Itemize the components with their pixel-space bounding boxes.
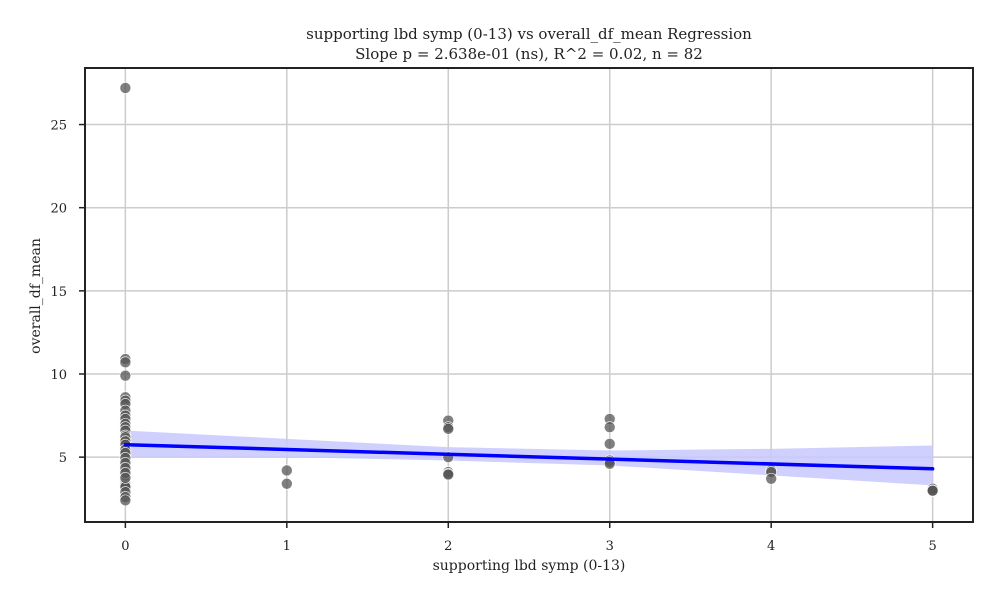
data-point (442, 423, 455, 435)
regression-line-layer (123, 442, 935, 471)
y-tick-label: 5 (59, 451, 67, 466)
chart-title: supporting lbd symp (0-13) vs overall_df… (306, 25, 752, 43)
data-point (119, 369, 132, 382)
x-tick-label: 0 (121, 539, 129, 554)
y-tick-label: 20 (50, 202, 67, 217)
data-point (603, 438, 616, 450)
data-point (281, 464, 293, 477)
x-axis-ticks: 0 1 2 3 4 5 (121, 522, 937, 554)
data-point (926, 484, 939, 497)
data-point (603, 421, 616, 434)
y-tick-label: 10 (50, 368, 67, 383)
data-point (119, 494, 132, 507)
data-point (442, 468, 455, 481)
x-tick-label: 3 (606, 539, 614, 554)
data-point (119, 356, 132, 369)
chart-subtitle: Slope p = 2.638e-01 (ns), R^2 = 0.02, n … (355, 45, 703, 63)
data-point (119, 472, 132, 484)
plot-frame (84, 67, 974, 523)
y-axis-label: overall_df_mean (28, 238, 44, 354)
x-tick-label: 1 (283, 539, 291, 554)
data-point (119, 82, 132, 94)
x-tick-label: 4 (767, 539, 775, 554)
scatter-points (119, 82, 939, 507)
x-tick-label: 5 (928, 539, 936, 554)
x-axis-label: supporting lbd symp (0-13) (433, 558, 626, 574)
y-axis-ticks: 5 10 15 20 25 (50, 119, 85, 466)
y-tick-label: 25 (50, 119, 67, 134)
data-point (765, 472, 777, 485)
y-tick-label: 15 (50, 285, 67, 300)
x-tick-label: 2 (444, 539, 452, 554)
regression-line (123, 442, 935, 471)
data-point (281, 477, 293, 490)
